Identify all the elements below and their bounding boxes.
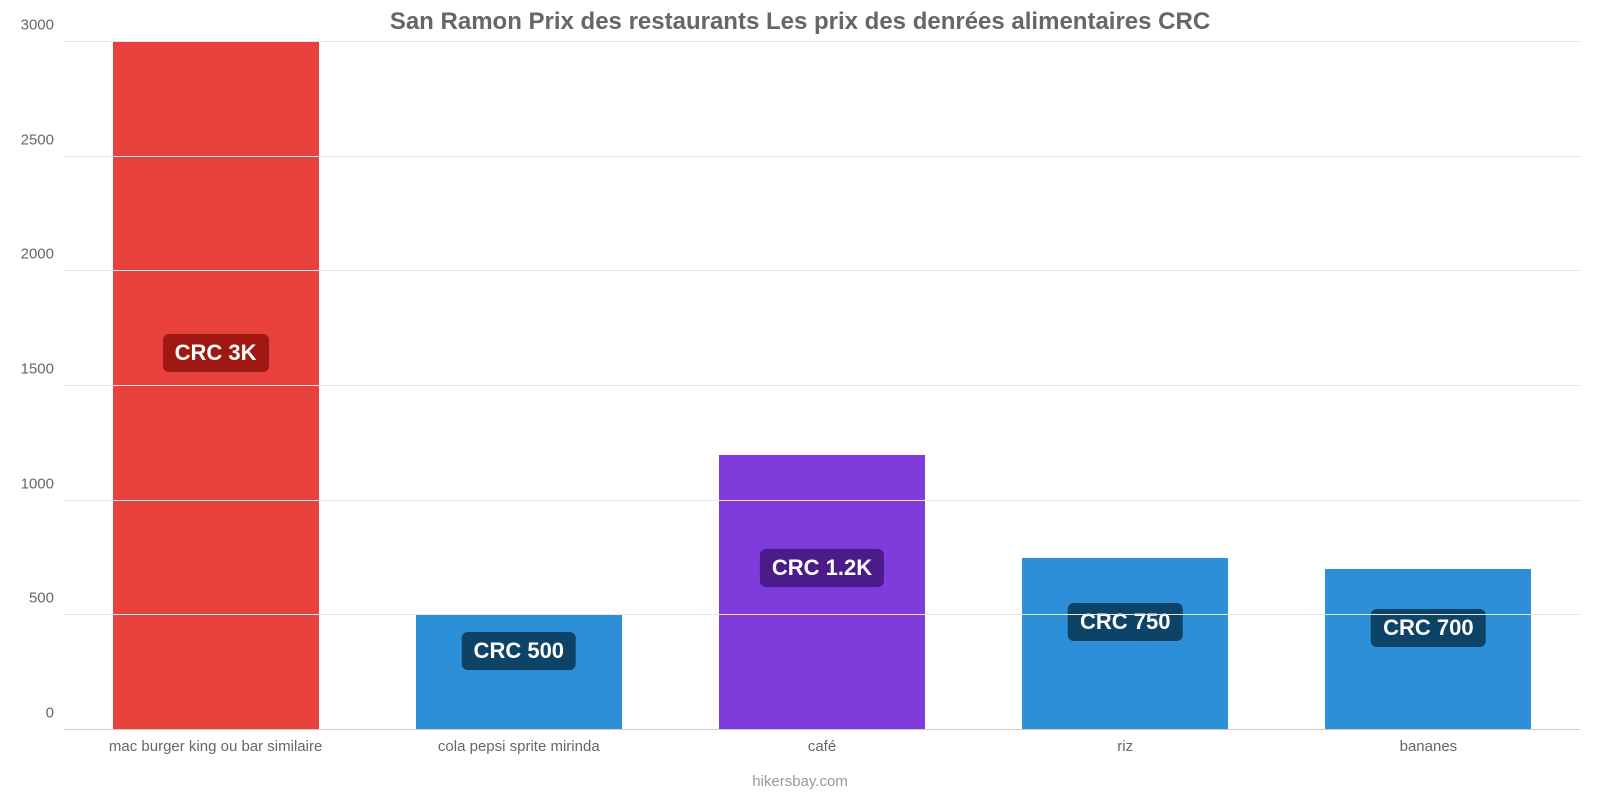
x-axis-line	[64, 729, 1580, 730]
x-tick-label: bananes	[1400, 738, 1458, 755]
y-tick-label: 2000	[21, 246, 64, 263]
gridline	[64, 270, 1580, 271]
bar	[113, 42, 319, 730]
x-tick-label: mac burger king ou bar similaire	[109, 738, 322, 755]
x-tick-label: cola pepsi sprite mirinda	[438, 738, 600, 755]
y-tick-label: 1500	[21, 361, 64, 378]
plot-area: CRC 3KCRC 500CRC 1.2KCRC 750CRC 700 0500…	[64, 42, 1580, 730]
gridline	[64, 614, 1580, 615]
y-tick-label: 500	[29, 590, 64, 607]
bar	[719, 455, 925, 730]
y-tick-label: 0	[46, 705, 64, 722]
value-badge: CRC 3K	[163, 334, 269, 372]
gridline	[64, 385, 1580, 386]
value-badge: CRC 500	[462, 632, 576, 670]
x-tick-label: riz	[1117, 738, 1133, 755]
y-tick-label: 2500	[21, 131, 64, 148]
y-tick-label: 1000	[21, 475, 64, 492]
x-axis-labels: mac burger king ou bar similaire cola pep…	[64, 738, 1580, 762]
value-badge: CRC 1.2K	[760, 549, 884, 587]
bar	[1022, 558, 1228, 730]
x-tick-label: café	[808, 738, 836, 755]
value-badge: CRC 750	[1068, 603, 1182, 641]
chart-footer: hikersbay.com	[0, 773, 1600, 790]
price-bar-chart: San Ramon Prix des restaurants Les prix …	[0, 0, 1600, 800]
chart-title: San Ramon Prix des restaurants Les prix …	[0, 8, 1600, 36]
gridline	[64, 500, 1580, 501]
gridline	[64, 41, 1580, 42]
bar	[1325, 569, 1531, 730]
y-tick-label: 3000	[21, 17, 64, 34]
bars-layer: CRC 3KCRC 500CRC 1.2KCRC 750CRC 700	[64, 42, 1580, 730]
gridline	[64, 156, 1580, 157]
